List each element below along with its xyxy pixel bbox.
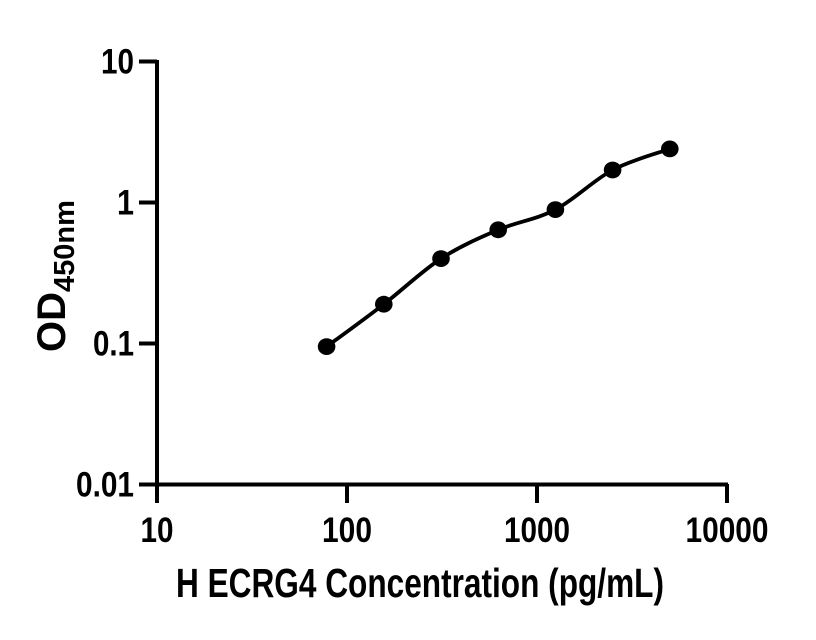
x-axis: 10 100 1000 10000 H ECRG4 Concentration (pg… — [141, 482, 769, 606]
y-tick-label: 0.01 — [76, 466, 134, 505]
data-point — [546, 201, 565, 219]
y-axis-tick-labels: 10 1 0.1 0.01 — [76, 43, 134, 505]
data-point — [432, 250, 450, 267]
y-tick-label: 10 — [101, 43, 134, 82]
x-axis-ticks — [155, 484, 729, 503]
y-axis-ticks — [139, 59, 157, 487]
y-axis-title-wavelength-subscript: 450nm — [49, 200, 81, 292]
standard-curve-series — [317, 140, 679, 355]
y-axis: 10 1 0.1 0.01 OD450nm — [30, 43, 159, 505]
data-point — [375, 295, 393, 313]
data-point — [603, 161, 622, 179]
x-axis-tick-labels: 10 100 1000 10000 — [141, 511, 769, 550]
y-tick-label: 0.1 — [93, 325, 134, 364]
x-tick-label: 10 — [141, 511, 174, 550]
y-axis-title: OD450nm — [30, 200, 81, 352]
data-point — [489, 221, 508, 239]
x-tick-label: 100 — [322, 511, 372, 550]
data-point — [317, 338, 336, 355]
y-tick-label: 1 — [117, 184, 134, 223]
x-axis-title: H ECRG4 Concentration (pg/mL) — [176, 560, 664, 606]
y-axis-title-od: OD — [30, 292, 74, 352]
x-tick-label: 1000 — [504, 511, 570, 550]
data-point — [661, 140, 679, 158]
data-point-markers — [317, 140, 679, 355]
fit-curve-line — [324, 147, 672, 349]
x-tick-label: 10000 — [686, 511, 769, 550]
